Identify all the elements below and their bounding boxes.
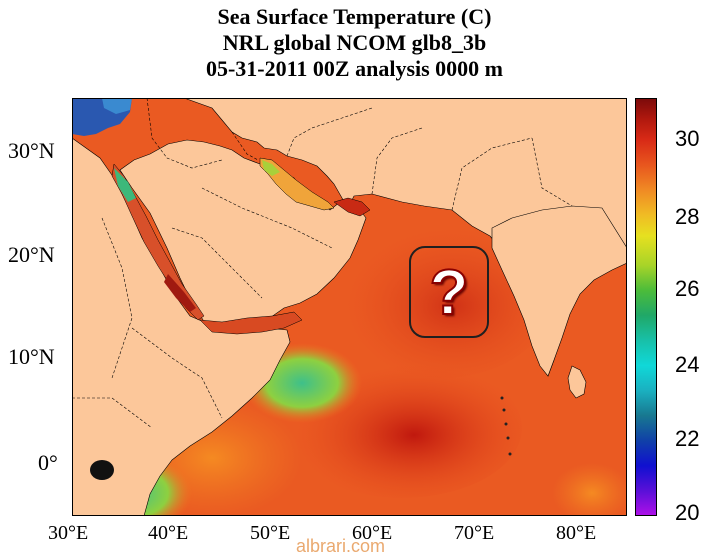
title-line-2: NRL global NCOM glb8_3b	[222, 30, 487, 55]
lon-tick-label: 40°E	[148, 522, 189, 544]
lon-tick-label: 30°E	[48, 522, 89, 544]
colorbar-label: 20	[675, 500, 700, 525]
lon-tick-label: 80°E	[556, 522, 597, 544]
lake-victoria	[90, 460, 114, 480]
map-title: Sea Surface Temperature (C) NRL global N…	[0, 4, 709, 82]
sst-map-canvas	[72, 98, 627, 516]
lat-tick-label: 30°N	[8, 138, 55, 163]
island	[502, 408, 506, 412]
colorbar-label: 30	[675, 126, 700, 151]
question-mark-icon: ?	[428, 255, 469, 329]
watermark: albrari.com	[296, 536, 386, 556]
red-sea	[111, 163, 205, 321]
colorbar-gradient	[635, 98, 657, 516]
title-line-3: 05-31-2011 00Z analysis 0000 m	[205, 56, 504, 81]
island	[506, 436, 510, 440]
colorbar-label: 24	[675, 352, 700, 377]
map-border	[72, 98, 627, 516]
red-sea-north	[114, 168, 136, 202]
lat-tick-label: 0°	[38, 450, 58, 475]
lon-tick-label: 60°E	[352, 522, 393, 544]
colorbar-label: 22	[675, 426, 700, 451]
sri-lanka	[567, 365, 587, 399]
mediterranean-edge	[102, 98, 132, 114]
lon-tick-label: 50°E	[250, 522, 291, 544]
title-line-1: Sea Surface Temperature (C)	[217, 4, 492, 29]
colorbar-label: 26	[675, 276, 700, 301]
country-borders	[72, 98, 573, 429]
cool-patch	[552, 463, 627, 516]
colorbar	[635, 98, 657, 516]
island	[508, 452, 512, 456]
gulf-of-oman	[333, 197, 371, 217]
persian-gulf-shallows	[262, 160, 280, 176]
lat-tick-label: 10°N	[8, 344, 55, 369]
island	[500, 396, 504, 400]
question-overlay[interactable]: ?	[409, 246, 489, 338]
island	[504, 422, 508, 426]
red-sea-south	[164, 274, 196, 312]
lon-tick-label: 70°E	[454, 522, 495, 544]
lat-tick-label: 20°N	[8, 242, 55, 267]
gulf-of-aden	[199, 311, 303, 335]
sst-map	[72, 98, 627, 516]
india	[491, 205, 627, 377]
colorbar-label: 28	[675, 204, 700, 229]
